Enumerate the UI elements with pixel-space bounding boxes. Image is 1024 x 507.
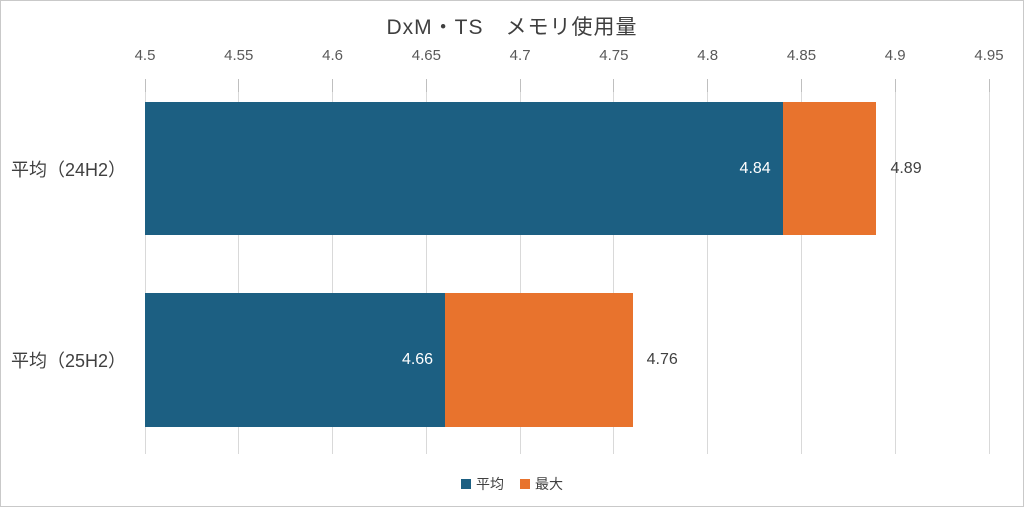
gridline <box>707 79 709 454</box>
chart-title: DxM・TS メモリ使用量 <box>386 16 638 39</box>
legend-label-max: 最大 <box>535 476 563 492</box>
legend-swatch-avg <box>461 479 471 489</box>
value-label-max: 4.76 <box>646 351 678 368</box>
gridline <box>238 79 240 454</box>
x-axis-tick-label: 4.95 <box>974 47 1004 64</box>
legend-item-avg: 平均 <box>461 474 504 494</box>
gridline <box>144 79 146 454</box>
bar-avg-1 <box>145 102 783 235</box>
value-label-max: 4.89 <box>890 159 922 177</box>
category-label-1: 平均（24H2） <box>11 159 127 180</box>
legend: 平均 最大 <box>1 473 1023 495</box>
legend-swatch-max <box>520 479 530 489</box>
x-axis-tick-label: 4.9 <box>884 47 906 64</box>
axis-tickmark <box>800 79 802 92</box>
value-label-avg: 4.66 <box>401 351 434 368</box>
axis-tickmark <box>332 79 334 92</box>
category-label-2: 平均（25H2） <box>11 351 127 371</box>
gridline <box>988 79 990 454</box>
axis-tickmark <box>519 79 521 92</box>
axis-tickmark <box>988 79 990 92</box>
gridline <box>332 79 334 454</box>
value-label-avg: 4.84 <box>739 159 771 177</box>
axis-tickmark <box>613 79 615 92</box>
gridline <box>894 79 896 454</box>
bar-avg-2 <box>145 293 446 427</box>
axis-tickmark <box>144 79 146 92</box>
x-axis-tick-label: 4.6 <box>322 47 343 64</box>
gridline <box>800 79 802 454</box>
legend-item-max: 最大 <box>520 474 563 494</box>
gridline <box>613 79 615 454</box>
x-axis-tick-label: 4.7 <box>509 47 531 64</box>
gridline <box>519 79 521 454</box>
gridline <box>425 79 427 454</box>
x-axis-tick-label: 4.5 <box>134 47 156 64</box>
x-axis-tick-label: 4.75 <box>599 47 629 64</box>
x-axis-tick-label: 4.8 <box>697 47 719 64</box>
x-axis-tick-label: 4.65 <box>411 47 441 64</box>
axis-tickmark <box>894 79 896 92</box>
axis-tickmark <box>425 79 427 92</box>
bar-max-2 <box>445 293 633 427</box>
axis-tickmark <box>707 79 709 92</box>
axis-tickmark <box>238 79 240 92</box>
x-axis-tick-label: 4.85 <box>786 47 817 64</box>
x-axis-tick-label: 4.55 <box>224 47 254 64</box>
legend-label-avg: 平均 <box>476 476 504 492</box>
bar-max-1 <box>782 102 877 235</box>
